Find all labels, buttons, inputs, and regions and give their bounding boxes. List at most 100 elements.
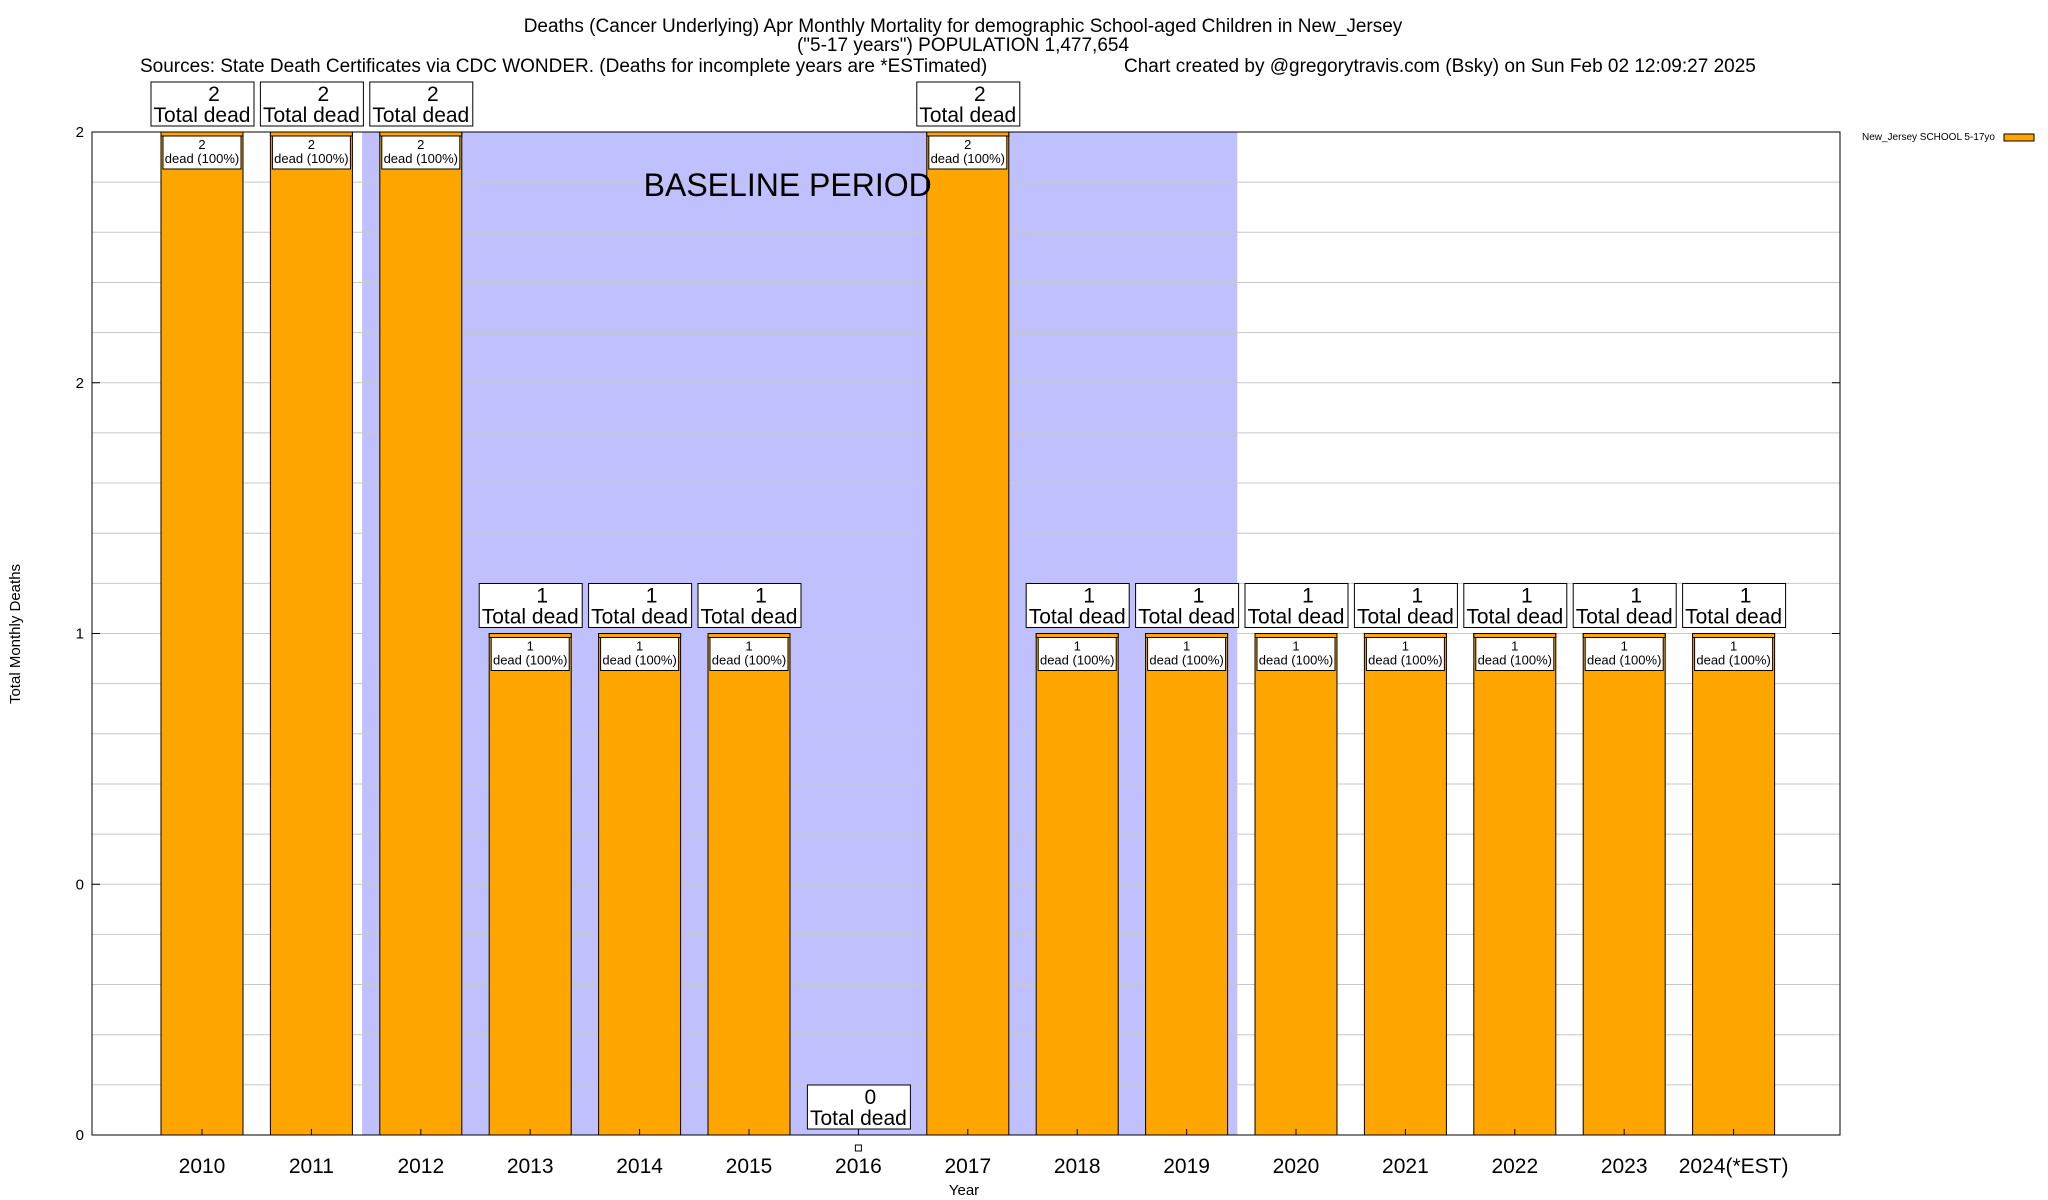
inner-label-box [928,135,1008,170]
total-dead-label: Total dead [591,606,688,629]
chart-title-line2: ("5-17 years") POPULATION 1,477,654 [797,35,1129,56]
inner-label-box [1475,637,1555,671]
bar [488,633,572,1136]
bars [160,131,1776,1152]
x-tick-label: 2012 [397,1155,444,1178]
total-dead-label: Total dead [1576,606,1673,629]
bar-cap [1692,633,1776,638]
x-tick-label: 2011 [289,1155,334,1178]
bar-cap [160,131,244,137]
bar [379,131,463,1136]
total-dead-label: Total dead [1685,606,1782,629]
bar-cap [1035,633,1119,638]
bar [1145,633,1229,1136]
bar-cap [488,633,572,638]
y-axis-label: Total Monthly Deaths [7,564,24,704]
total-count-label: 0 [865,1086,877,1109]
bar-cap [379,131,463,137]
bar [160,131,244,1136]
bar-cap [1254,633,1338,638]
inner-dead-label: dead (100%) [493,653,567,668]
y-tick-label: 0 [76,876,84,893]
total-count-label: 2 [208,83,220,106]
total-label-box [1463,583,1568,628]
total-label-box [588,583,693,628]
inner-count-label: 1 [1074,639,1081,654]
total-label-box [1572,583,1677,628]
inner-dead-label: dead (100%) [274,151,348,166]
inner-count-label: 2 [198,137,205,152]
inner-dead-label: dead (100%) [1040,653,1114,668]
inner-label-box [1365,637,1445,671]
inner-count-label: 2 [964,137,971,152]
total-count-label: 1 [1521,585,1533,608]
x-tick-label: 2023 [1601,1155,1648,1178]
inner-dead-label: dead (100%) [1368,653,1442,668]
total-dead-label: Total dead [1357,606,1454,629]
total-count-label: 1 [755,585,767,608]
bar [1254,633,1338,1136]
x-axis-label: Year [949,1182,979,1199]
inner-label-box [1147,637,1227,671]
total-label-box [369,81,474,127]
bar [598,633,682,1136]
x-tick-label: 2022 [1491,1155,1538,1178]
x-tick-label: 2016 [835,1155,882,1178]
x-tick-label: 2010 [179,1155,226,1178]
x-tick-label: 2019 [1163,1155,1210,1178]
bar-cap [1582,633,1666,638]
axes: 2010 2011 2012 2013 2014 2015 2016 2017 2018 2019… [76,124,1841,1178]
total-label-box [806,1084,911,1130]
total-dead-label: Total dead [154,104,251,127]
inner-label-box [600,637,680,671]
inner-dead-label: dead (100%) [165,151,239,166]
bar-cap [1363,633,1447,638]
inner-count-label: 1 [1621,639,1628,654]
y-tick-label: 2 [76,124,84,141]
inner-label-box [162,135,242,170]
bar [1582,633,1666,1136]
inner-dead-label: dead (100%) [1478,653,1552,668]
inner-label-box [271,135,351,170]
total-label-box [1682,583,1787,628]
inner-count-label: 1 [1183,639,1190,654]
total-dead-label: Total dead [919,104,1016,127]
total-count-label: 1 [1083,585,1095,608]
total-label-box [697,583,802,628]
inner-dead-label: dead (100%) [1587,653,1661,668]
inner-label-box [1256,637,1336,671]
bar-cap [1473,633,1557,638]
x-tick-label: 2018 [1054,1155,1101,1178]
y-tick-label: 1 [76,626,84,643]
inner-count-label: 1 [1402,639,1409,654]
total-dead-label: Total dead [1029,606,1126,629]
bar [926,131,1010,1136]
inner-count-label: 2 [308,137,315,152]
total-count-label: 2 [427,83,439,106]
total-dead-label: Total dead [701,606,798,629]
inner-dead-label: dead (100%) [384,151,458,166]
x-tick-label: 2015 [726,1155,773,1178]
inner-count-label: 1 [636,639,643,654]
inner-dead-label: dead (100%) [1696,653,1770,668]
total-count-label: 2 [318,83,330,106]
total-label-box [150,81,255,127]
total-count-label: 1 [1193,585,1205,608]
total-label-box [916,81,1021,127]
inner-dead-label: dead (100%) [1149,653,1223,668]
total-label-box [478,583,583,628]
inner-label-box [709,637,789,671]
bar-cap [926,131,1010,137]
x-tick-label: 2021 [1382,1155,1429,1178]
baseline-label: BASELINE PERIOD [644,167,932,203]
inner-count-label: 1 [1292,639,1299,654]
total-label-box [1244,583,1349,628]
chart-credit: Chart created by @gregorytravis.com (Bsk… [1124,56,1756,77]
x-tick-label: 2017 [944,1155,991,1178]
chart-title-line1: Deaths (Cancer Underlying) Apr Monthly M… [524,16,1403,37]
total-label-box [1025,583,1130,628]
total-dead-label: Total dead [1466,606,1563,629]
total-dead-label: Total dead [482,606,579,629]
